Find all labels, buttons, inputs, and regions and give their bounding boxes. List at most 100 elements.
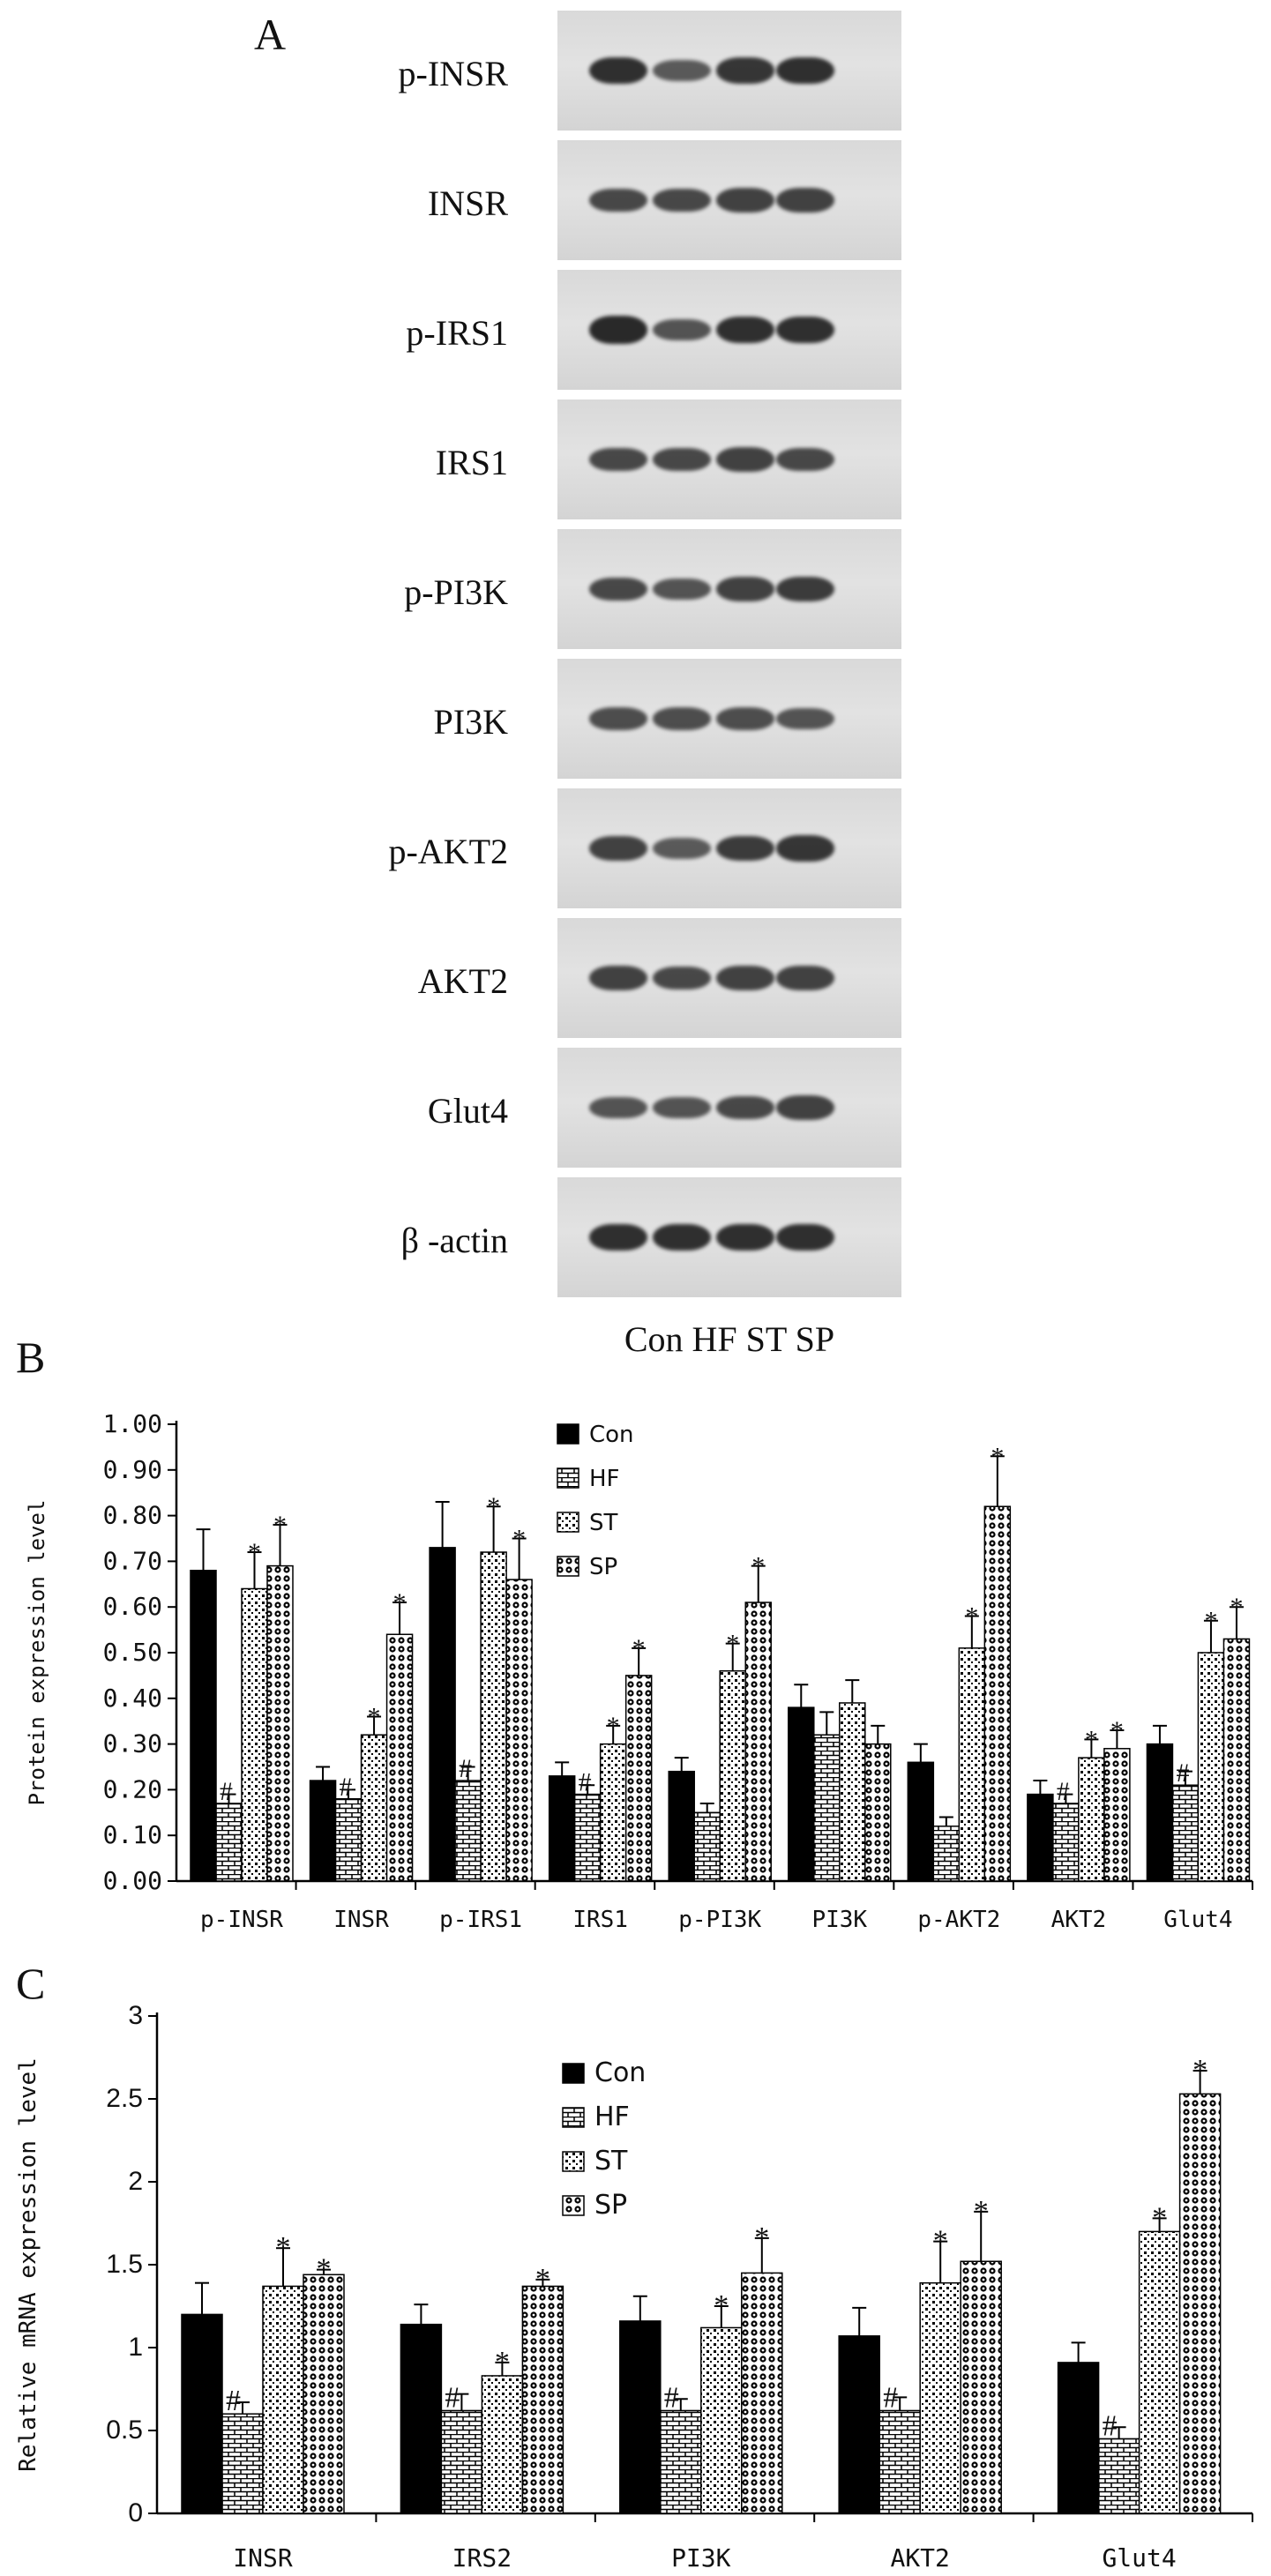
significance-mark: # [445,2381,460,2414]
blot-band [589,188,647,213]
significance-mark: * [1192,2054,1207,2087]
bar [1178,2093,1222,2514]
legend-label: ST [594,2146,628,2177]
y-tick-label: 2 [128,2167,143,2196]
blot-strip [557,659,901,779]
blot-band [589,966,647,990]
panel-c-letter: C [16,1959,46,2008]
bar [744,1602,772,1882]
significance-mark: * [1152,2201,1167,2234]
bar [360,1734,388,1882]
legend-label: Con [589,1422,634,1448]
bar [741,2272,783,2514]
bar [400,2323,443,2514]
category-label: p-PI3K [678,1907,761,1933]
blot-band [589,577,647,601]
blot-band [589,836,647,861]
category-label: INSR [333,1907,389,1933]
significance-mark: * [273,1511,287,1540]
bar [181,2313,223,2514]
bar [215,1803,243,1882]
bar [864,1743,892,1882]
significance-mark: * [276,2231,291,2264]
legend-swatch [562,2151,585,2172]
blot-label: Glut4 [427,1091,508,1131]
bar [1222,1638,1251,1882]
y-tick-label: 0.50 [103,1638,162,1667]
blot-band [589,707,647,730]
blot-band [589,56,647,85]
bar [719,1669,746,1882]
significance-mark: # [664,2381,679,2414]
significance-mark: * [1204,1607,1217,1636]
category-label: AKT2 [890,2543,949,2572]
bar [309,1780,337,1882]
legend-swatch [557,1512,579,1533]
significance-mark: # [459,1754,472,1783]
significance-mark: # [1103,2409,1118,2442]
significance-mark: * [991,1442,1004,1471]
legend-swatch [562,2195,585,2216]
bar [1078,1757,1105,1882]
legend-label: HF [594,2102,630,2132]
blot-band [776,707,834,730]
y-tick-label: 2.5 [106,2084,143,2113]
bar [838,2335,880,2514]
blot-band [716,57,774,84]
bar [960,2260,1002,2514]
blot-band [653,838,711,859]
category-label: PI3K [671,2543,731,2572]
blot-label: p-INSR [398,54,508,93]
significance-mark: * [248,1538,261,1567]
significance-mark: * [974,2195,989,2228]
blot-band [589,447,647,472]
blot-band [776,1223,834,1251]
bar [700,2326,743,2514]
bar [1027,1793,1054,1882]
blot-label: p-IRS1 [406,313,508,353]
bar [1146,1743,1174,1882]
bar [480,1551,507,1882]
blot-band [653,578,711,601]
blot-band [776,447,834,472]
category-label: p-AKT2 [917,1907,1000,1933]
blot-strip [557,1048,901,1168]
category-label: Glut4 [1163,1907,1232,1933]
legend-label: SP [594,2190,627,2221]
significance-mark: * [487,1492,500,1521]
blot-band [776,188,834,213]
bar [813,1734,841,1882]
y-tick-label: 0 [128,2498,143,2527]
bar [241,1587,268,1882]
bar [262,2285,304,2514]
blot-strip [557,399,901,519]
bar [429,1547,456,1882]
significance-mark: * [607,1712,620,1741]
significance-mark: * [1085,1725,1098,1754]
legend-label: ST [589,1510,618,1536]
blot-label: β -actin [400,1221,508,1260]
significance-mark: # [579,1768,592,1797]
blot-band [776,56,834,85]
bar [1052,1803,1080,1882]
legend-label: Con [594,2057,646,2088]
blot-band [716,835,774,862]
category-label: AKT2 [1051,1907,1107,1933]
blot-band [589,316,647,344]
category-label: IRS1 [572,1907,628,1933]
significance-mark: * [965,1602,978,1631]
blot-band [776,1095,834,1120]
significance-mark: * [495,2346,510,2378]
significance-mark: * [632,1634,646,1663]
legend-label: HF [589,1466,620,1492]
y-tick-label: 1 [128,2333,143,2362]
bar [1138,2230,1181,2514]
y-tick-label: 1.00 [103,1409,162,1438]
y-tick-label: 0.80 [103,1501,162,1530]
significance-mark: * [535,2263,550,2296]
significance-mark: * [754,2221,769,2254]
category-label: PI3K [811,1907,867,1933]
bar [573,1793,602,1882]
mrna-expression-chart: 0 0.5 1 1.5 2 2.5 3 Relative mRNA expression le… [15,2001,1253,2572]
blot-band [716,707,774,730]
